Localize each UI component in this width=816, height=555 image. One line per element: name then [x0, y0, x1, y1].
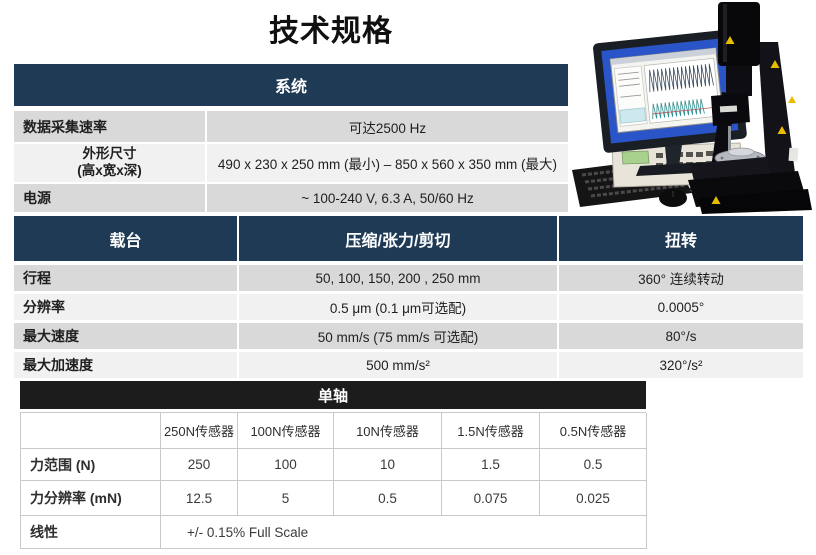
column-header: 压缩/张力/剪切 [239, 216, 557, 261]
cell-value: +/- 0.15% Full Scale [161, 516, 647, 549]
cell-value: 0.5 [540, 449, 647, 481]
test-machine-illustration [572, 2, 812, 214]
cell-value: 0.075 [442, 481, 540, 516]
empty-corner-cell [21, 413, 161, 449]
row-label: 分辨率 [14, 294, 237, 320]
product-photo [570, 0, 816, 215]
row-value: 500 mm/s² [239, 352, 557, 378]
sensor-column-header: 100N传感器 [238, 413, 334, 449]
stage-table: 载台 压缩/张力/剪切 扭转 行程 50, 100, 150, 200 , 25… [14, 216, 803, 381]
table-row: 数据采集速率 可达2500 Hz [14, 111, 568, 142]
table-row: 电源 ~ 100-240 V, 6.3 A, 50/60 Hz [14, 184, 568, 212]
row-label: 外形尺寸 (高x宽x深) [14, 144, 205, 182]
sensor-column-header: 1.5N传感器 [442, 413, 540, 449]
cell-value: 100 [238, 449, 334, 481]
column-header: 扭转 [559, 216, 803, 261]
system-table-header: 系统 [14, 64, 568, 106]
row-label: 最大加速度 [14, 352, 237, 378]
row-value: 490 x 230 x 250 mm (最小) – 850 x 560 x 35… [207, 144, 568, 182]
table-row: 最大加速度 500 mm/s² 320°/s² [14, 352, 803, 378]
sensor-column-header: 0.5N传感器 [540, 413, 647, 449]
system-table: 系统 数据采集速率 可达2500 Hz 外形尺寸 (高x宽x深) 490 x 2… [14, 64, 568, 214]
sensor-column-header: 250N传感器 [161, 413, 238, 449]
row-label-line2: (高x宽x深) [77, 163, 142, 178]
stage-table-header-row: 载台 压缩/张力/剪切 扭转 [14, 216, 803, 261]
row-value: 50, 100, 150, 200 , 250 mm [239, 265, 557, 291]
row-label: 最大速度 [14, 323, 237, 349]
table-row: 外形尺寸 (高x宽x深) 490 x 230 x 250 mm (最小) – 8… [14, 144, 568, 182]
column-header: 载台 [14, 216, 237, 261]
row-label: 力范围 (N) [21, 449, 161, 481]
row-value: 0.0005° [559, 294, 803, 320]
cell-value: 1.5 [442, 449, 540, 481]
cell-value: 250 [161, 449, 238, 481]
cell-value: 10 [334, 449, 442, 481]
row-label: 力分辨率 (mN) [21, 481, 161, 516]
row-label: 线性 [21, 516, 161, 549]
row-value: 320°/s² [559, 352, 803, 378]
row-value: 可达2500 Hz [207, 111, 568, 142]
cell-value: 0.5 [334, 481, 442, 516]
row-label: 行程 [14, 265, 237, 291]
single-axis-table: 单轴 250N传感器 100N传感器 10N传感器 1.5N传感器 0.5N传感… [20, 381, 647, 549]
row-value: 50 mm/s (75 mm/s 可选配) [239, 323, 557, 349]
sensor-column-header: 10N传感器 [334, 413, 442, 449]
row-label: 数据采集速率 [14, 111, 205, 142]
sensor-grid: 250N传感器 100N传感器 10N传感器 1.5N传感器 0.5N传感器 力… [20, 412, 647, 549]
table-row: 行程 50, 100, 150, 200 , 250 mm 360° 连续转动 [14, 265, 803, 291]
row-label: 电源 [14, 184, 205, 212]
row-value: 0.5 μm (0.1 μm可选配) [239, 294, 557, 320]
cell-value: 12.5 [161, 481, 238, 516]
table-row: 分辨率 0.5 μm (0.1 μm可选配) 0.0005° [14, 294, 803, 320]
row-value: 80°/s [559, 323, 803, 349]
row-label-line1: 外形尺寸 [82, 146, 137, 162]
page-title: 技术规格 [269, 15, 393, 48]
row-value: ~ 100-240 V, 6.3 A, 50/60 Hz [207, 184, 568, 212]
cell-value: 5 [238, 481, 334, 516]
row-value: 360° 连续转动 [559, 265, 803, 291]
table-row: 最大速度 50 mm/s (75 mm/s 可选配) 80°/s [14, 323, 803, 349]
single-axis-header: 单轴 [20, 381, 646, 409]
cell-value: 0.025 [540, 481, 647, 516]
